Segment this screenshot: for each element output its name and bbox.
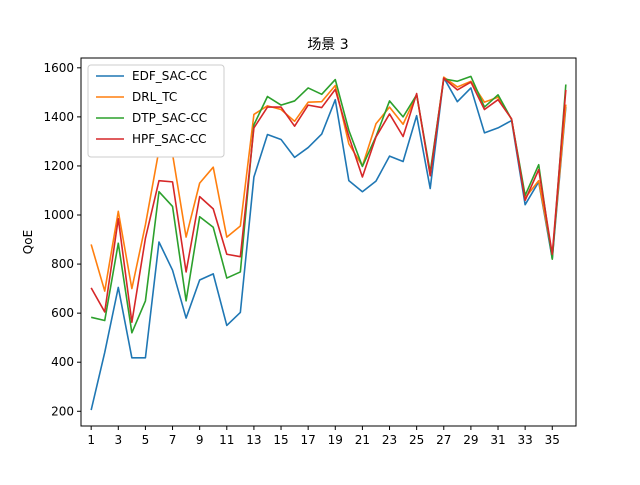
y-tick-label: 1600 xyxy=(43,61,74,75)
legend-label: HPF_SAC-CC xyxy=(132,132,206,146)
x-tick-label: 31 xyxy=(490,433,505,447)
y-tick-label: 1200 xyxy=(43,159,74,173)
x-tick-label: 35 xyxy=(545,433,560,447)
x-tick-label: 27 xyxy=(436,433,451,447)
series-line-hpf-sac-cc xyxy=(90,77,567,324)
x-tick-label: 25 xyxy=(409,433,424,447)
series-line-edf-sac-cc xyxy=(90,76,567,411)
plot-area-frame xyxy=(80,57,577,427)
legend-label: DTP_SAC-CC xyxy=(132,111,207,125)
x-tick-label: 17 xyxy=(301,433,316,447)
y-tick-label: 1000 xyxy=(43,208,74,222)
x-tick-label: 3 xyxy=(114,433,122,447)
y-axis-label: QoE xyxy=(21,230,35,254)
y-axis: 200 400 600 800 1000 1200 1400 1600 xyxy=(43,61,81,418)
x-tick-label: 19 xyxy=(328,433,343,447)
legend: EDF_SAC-CC DRL_TC DTP_SAC-CC HPF_SAC-CC xyxy=(87,64,225,158)
x-tick-label: 13 xyxy=(246,433,261,447)
x-tick-label: 7 xyxy=(169,433,177,447)
legend-box xyxy=(87,64,225,158)
x-tick-label: 11 xyxy=(219,433,234,447)
legend-label: DRL_TC xyxy=(132,90,177,104)
x-tick-label: 33 xyxy=(518,433,533,447)
y-tick-label: 800 xyxy=(51,257,74,271)
y-tick-label: 600 xyxy=(51,306,74,320)
x-tick-label: 5 xyxy=(142,433,150,447)
x-tick-label: 29 xyxy=(463,433,478,447)
x-tick-label: 21 xyxy=(355,433,370,447)
x-axis: 1 3 5 7 9 11 13 15 17 19 21 23 25 27 29 31 33 35 xyxy=(87,426,560,447)
y-tick-label: 1400 xyxy=(43,110,74,124)
legend-label: EDF_SAC-CC xyxy=(132,69,207,83)
x-tick-label: 23 xyxy=(382,433,397,447)
x-tick-label: 9 xyxy=(196,433,204,447)
y-tick-label: 200 xyxy=(51,404,74,418)
chart-title: 场景 3 xyxy=(307,37,348,53)
x-tick-label: 15 xyxy=(273,433,288,447)
x-tick-label: 1 xyxy=(87,433,95,447)
y-tick-label: 400 xyxy=(51,355,74,369)
series-line-dtp-sac-cc xyxy=(90,75,567,334)
